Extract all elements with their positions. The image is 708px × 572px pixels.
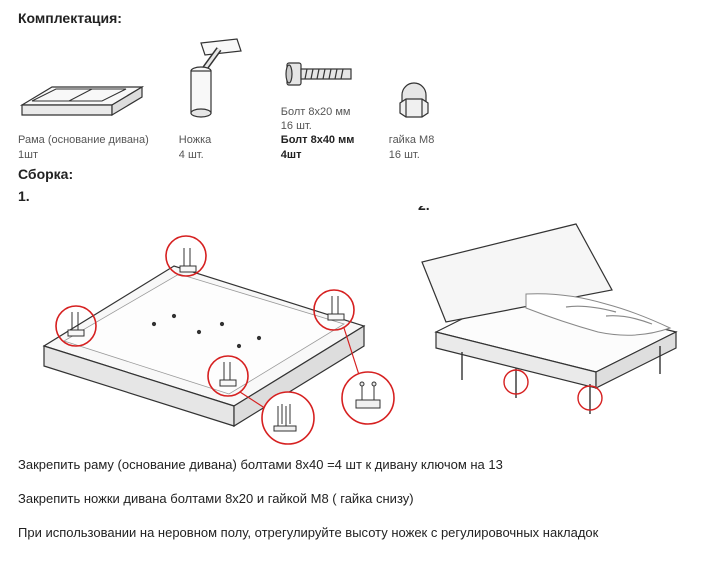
nut-icon [389, 77, 439, 127]
part-leg: Ножка 4 шт. [179, 37, 251, 162]
part-bolt-label1: Болт 8х20 мм [281, 105, 355, 119]
part-bolt-label2: Болт 8х40 мм [281, 133, 355, 147]
part-frame: Рама (основание дивана) 1шт [18, 67, 149, 162]
part-bolt-qty1: 16 шт. [281, 119, 355, 133]
bolt-icon [281, 49, 359, 99]
instruction-1: Закрепить раму (основание дивана) болтам… [18, 456, 690, 474]
part-nut-label: гайка М8 [389, 133, 435, 147]
frame-icon [18, 67, 148, 127]
step-1-number: 1. [18, 188, 30, 204]
instruction-2: Закрепить ножки дивана болтами 8х20 и га… [18, 490, 690, 508]
part-nut-qty: 16 шт. [389, 148, 435, 162]
step-2-number: 2. [418, 206, 430, 213]
part-frame-qty: 1шт [18, 148, 149, 162]
part-frame-label: Рама (основание дивана) [18, 133, 149, 147]
leg-icon [179, 37, 251, 127]
part-nut: гайка М8 16 шт. [389, 77, 439, 162]
part-bolt: Болт 8х20 мм 16 шт. Болт 8х40 мм 4шт [281, 49, 359, 162]
assembly-title: Сборка: [18, 166, 690, 182]
part-leg-qty: 4 шт. [179, 148, 211, 162]
instruction-3: При использовании на неровном полу, отре… [18, 524, 690, 542]
part-leg-label: Ножка [179, 133, 211, 147]
part-bolt-qty2: 4шт [281, 148, 355, 162]
diagram-svg: 2. [18, 206, 690, 446]
kit-title: Комплектация: [18, 10, 690, 26]
assembly-diagrams: 2. [18, 206, 690, 446]
parts-row: Рама (основание дивана) 1шт Ножка 4 шт. [18, 32, 690, 162]
instructions: Закрепить раму (основание дивана) болтам… [18, 456, 690, 543]
